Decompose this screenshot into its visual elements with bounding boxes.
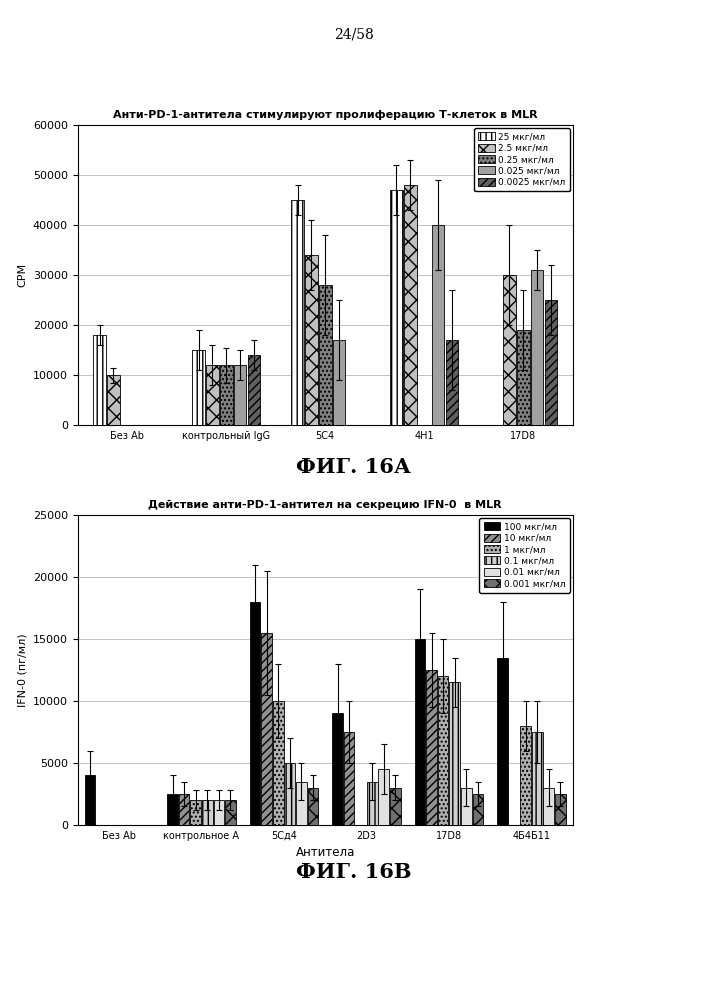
Bar: [544, 300, 557, 425]
Text: ФИГ. 16В: ФИГ. 16В: [296, 862, 411, 882]
Bar: [273, 701, 284, 825]
Bar: [438, 676, 448, 825]
Bar: [220, 365, 233, 425]
Y-axis label: СРМ: СРМ: [18, 263, 28, 287]
Bar: [378, 769, 389, 825]
Bar: [344, 732, 354, 825]
Bar: [520, 726, 531, 825]
Bar: [190, 800, 201, 825]
Y-axis label: IFN-0 (пг/мл): IFN-0 (пг/мл): [18, 633, 28, 707]
Bar: [296, 782, 307, 825]
Bar: [461, 788, 472, 825]
Bar: [206, 365, 218, 425]
Bar: [308, 788, 318, 825]
Legend: 25 мкг/мл, 2.5 мкг/мл, 0.25 мкг/мл, 0.025 мкг/мл, 0.0025 мкг/мл: 25 мкг/мл, 2.5 мкг/мл, 0.25 мкг/мл, 0.02…: [474, 128, 570, 191]
Bar: [415, 639, 426, 825]
Text: 24/58: 24/58: [334, 28, 373, 42]
Legend: 100 мкг/мл, 10 мкг/мл, 1 мкг/мл, 0.1 мкг/мл, 0.01 мкг/мл, 0.001 мкг/мл: 100 мкг/мл, 10 мкг/мл, 1 мкг/мл, 0.1 мкг…: [479, 518, 570, 593]
Bar: [432, 225, 445, 425]
Bar: [214, 800, 224, 825]
Bar: [168, 794, 178, 825]
Bar: [445, 340, 458, 425]
Bar: [503, 275, 515, 425]
Bar: [531, 270, 544, 425]
Title: Анти-PD-1-антитела стимулируют пролиферацию Т-клеток в MLR: Анти-PD-1-антитела стимулируют пролифера…: [113, 110, 537, 120]
Bar: [497, 658, 508, 825]
Bar: [544, 788, 554, 825]
Bar: [284, 763, 295, 825]
Bar: [555, 794, 566, 825]
Bar: [247, 355, 260, 425]
Bar: [426, 670, 437, 825]
Bar: [93, 335, 106, 425]
Bar: [332, 713, 343, 825]
Bar: [107, 375, 119, 425]
X-axis label: Антитела: Антитела: [296, 846, 355, 859]
Bar: [305, 255, 317, 425]
Bar: [517, 330, 530, 425]
Bar: [390, 788, 401, 825]
Bar: [319, 285, 332, 425]
Bar: [192, 350, 205, 425]
Title: Действие анти-PD-1-антител на секрецию IFN-0  в MLR: Действие анти-PD-1-антител на секрецию I…: [148, 500, 502, 510]
Bar: [390, 190, 403, 425]
Bar: [404, 185, 416, 425]
Text: ФИГ. 16А: ФИГ. 16А: [296, 457, 411, 477]
Bar: [472, 794, 483, 825]
Bar: [333, 340, 346, 425]
Bar: [85, 775, 95, 825]
Bar: [250, 602, 260, 825]
Bar: [179, 794, 189, 825]
Bar: [202, 800, 213, 825]
Bar: [234, 365, 247, 425]
Bar: [225, 800, 235, 825]
Bar: [532, 732, 542, 825]
Bar: [367, 782, 378, 825]
Bar: [262, 633, 272, 825]
Bar: [450, 682, 460, 825]
Bar: [291, 200, 304, 425]
